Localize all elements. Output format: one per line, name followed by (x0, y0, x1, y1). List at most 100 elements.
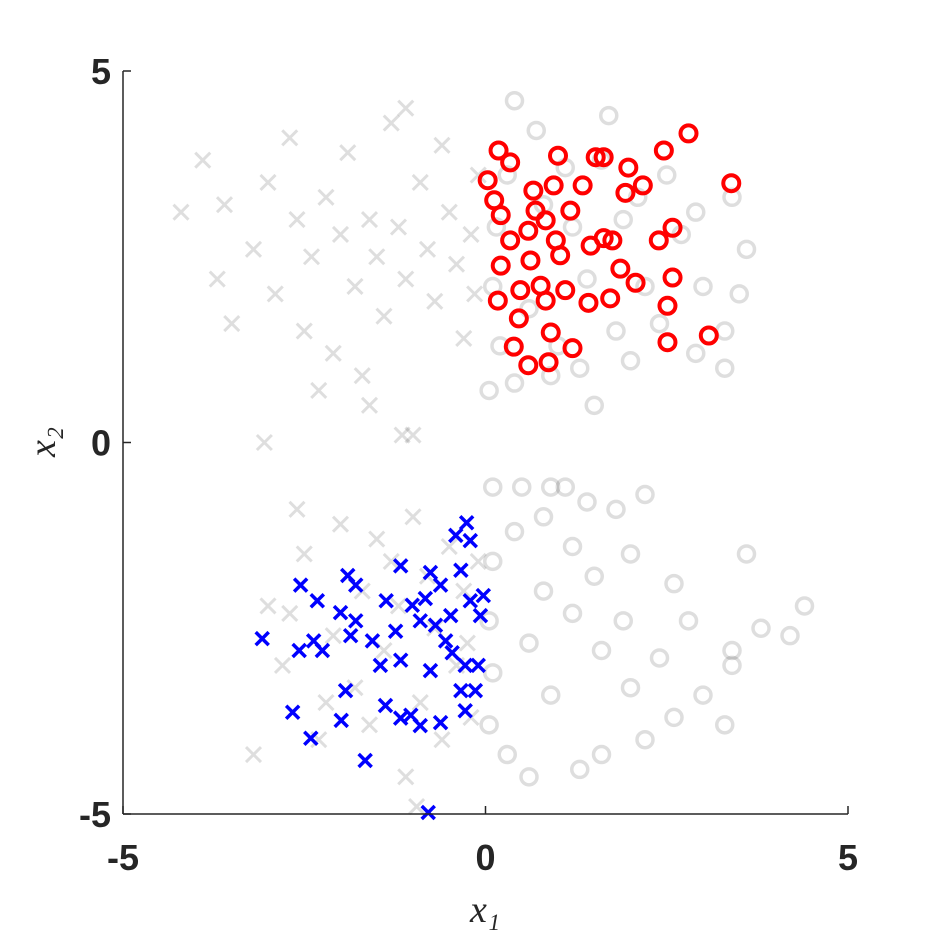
circle-marker (606, 499, 626, 520)
circle-marker (721, 173, 742, 194)
x-marker (433, 136, 451, 154)
circle-marker (500, 152, 521, 173)
circle-marker (580, 235, 601, 256)
circle-marker (508, 308, 529, 329)
circle-marker (555, 280, 576, 301)
circle-marker (657, 295, 678, 316)
x-marker (281, 129, 299, 147)
x-marker (404, 597, 421, 613)
x-marker (389, 597, 408, 615)
x-marker (372, 657, 389, 674)
circle-marker (649, 313, 670, 334)
circle-marker (591, 744, 612, 765)
y-tick-label: 0 (91, 423, 111, 464)
circle-marker (483, 663, 503, 683)
circle-marker (486, 217, 507, 237)
circle-marker (490, 255, 511, 276)
circle-marker (477, 170, 498, 191)
circle-marker (510, 280, 531, 301)
x-marker (324, 344, 342, 362)
x-marker (397, 99, 415, 117)
x-marker (317, 188, 335, 206)
circle-marker (686, 202, 706, 222)
circle-marker (657, 332, 678, 353)
x-marker (393, 426, 411, 444)
circle-marker (520, 250, 541, 271)
x-marker (331, 225, 350, 244)
x-marker (420, 804, 436, 821)
circle-marker (606, 321, 626, 341)
circle-marker (620, 544, 641, 564)
y-tick-label: -5 (79, 794, 111, 835)
circle-marker (698, 325, 719, 346)
circle-marker (693, 685, 713, 705)
x-marker (462, 593, 479, 609)
x-marker (403, 707, 419, 723)
x-marker (368, 248, 386, 266)
x-marker (389, 218, 408, 236)
x-marker (432, 714, 449, 731)
x-marker (332, 604, 349, 621)
x-marker (462, 225, 480, 244)
x-marker (392, 652, 409, 668)
circle-marker (497, 744, 517, 765)
circle-marker (620, 677, 641, 698)
circle-marker (541, 365, 561, 386)
circle-marker (635, 276, 655, 297)
circle-marker (715, 358, 735, 378)
circle-marker (497, 165, 517, 185)
circle-marker (602, 230, 623, 251)
circle-marker (519, 633, 539, 653)
circle-marker (678, 123, 699, 144)
circle-marker (722, 640, 742, 661)
x-marker (254, 630, 270, 647)
circle-marker (649, 648, 670, 668)
x-marker (295, 322, 313, 340)
circle-marker (570, 358, 590, 378)
x-marker (418, 240, 437, 258)
x-marker (295, 545, 313, 563)
x-marker (469, 552, 487, 570)
circle-marker (600, 288, 621, 309)
circle-marker (533, 507, 554, 527)
circle-marker (518, 220, 539, 241)
circle-marker (664, 573, 684, 594)
x-marker (382, 114, 400, 132)
x-marker (281, 604, 299, 622)
x-marker (360, 396, 379, 414)
x-marker (292, 577, 309, 593)
circle-marker (530, 275, 551, 296)
circle-marker (780, 625, 800, 646)
circle-marker (794, 596, 815, 616)
x-tick-label: -5 (107, 837, 139, 878)
circle-marker (543, 175, 564, 196)
x-marker (382, 552, 400, 570)
x-marker (223, 315, 241, 333)
x-marker (302, 248, 321, 266)
circle-marker (479, 715, 499, 735)
circle-marker (523, 180, 544, 201)
x-marker (347, 577, 364, 593)
x-marker (442, 607, 459, 624)
circle-marker (540, 322, 561, 343)
circle-marker (657, 165, 677, 185)
circle-marker (635, 484, 655, 505)
circle-marker (620, 351, 641, 371)
x-marker (447, 255, 466, 273)
circle-marker (526, 120, 546, 141)
x-marker (411, 693, 429, 712)
circle-marker (729, 284, 749, 304)
circle-marker (504, 373, 525, 393)
x-marker (303, 730, 319, 746)
circle-marker (541, 477, 561, 497)
circle-marker (538, 352, 559, 373)
circle-marker (613, 209, 633, 230)
x-marker (453, 562, 469, 579)
x-marker (440, 203, 458, 221)
x-marker (333, 712, 349, 729)
x-marker (457, 657, 473, 674)
x-marker (317, 693, 335, 712)
x-marker (244, 240, 263, 258)
circle-marker (662, 267, 683, 288)
